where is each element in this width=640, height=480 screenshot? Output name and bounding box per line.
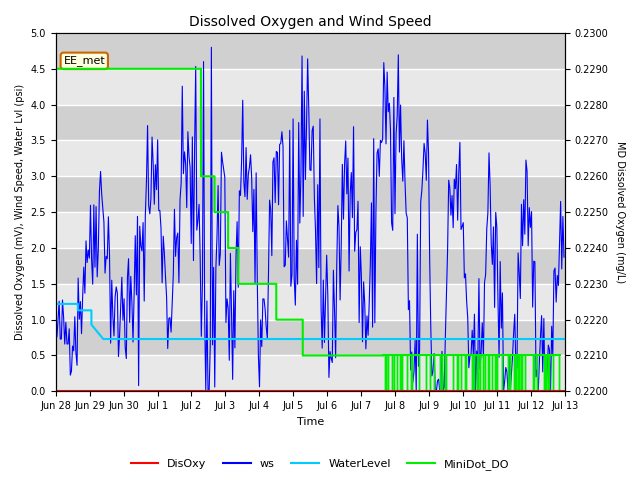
Legend: DisOxy, ws, WaterLevel, MiniDot_DO: DisOxy, ws, WaterLevel, MiniDot_DO [126,455,514,474]
Bar [56,176,564,212]
Bar [56,105,564,141]
Bar [56,212,564,248]
Bar [56,248,564,284]
Y-axis label: Dissolved Oxygen (mV), Wind Speed, Water Lvl (psi): Dissolved Oxygen (mV), Wind Speed, Water… [15,84,25,340]
Bar [56,320,564,356]
Bar [56,33,564,69]
Bar [56,69,564,105]
Text: EE_met: EE_met [63,55,105,66]
Bar [56,356,564,391]
Bar [56,284,564,320]
Y-axis label: MD Dissolved Oxygen (mg/L): MD Dissolved Oxygen (mg/L) [615,141,625,283]
Title: Dissolved Oxygen and Wind Speed: Dissolved Oxygen and Wind Speed [189,15,431,29]
X-axis label: Time: Time [296,417,324,427]
Bar [56,141,564,176]
